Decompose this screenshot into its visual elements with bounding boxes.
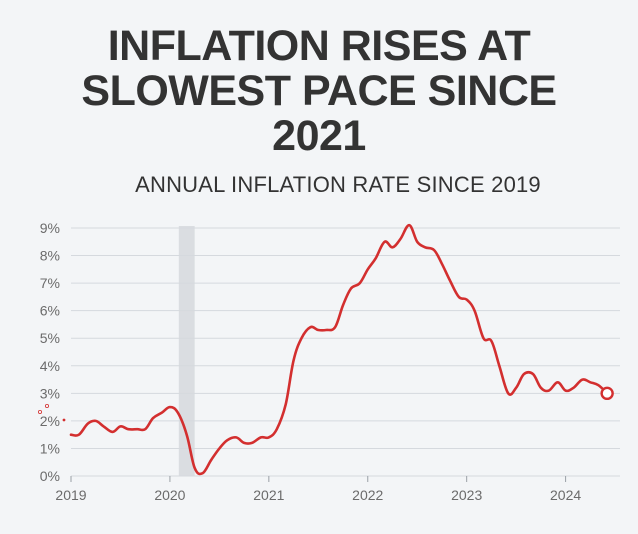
y-tick-label: 7% bbox=[40, 275, 60, 291]
y-tick-label: 8% bbox=[40, 248, 60, 264]
y-tick-label: 9% bbox=[40, 220, 60, 236]
y-tick-label: 4% bbox=[40, 358, 60, 374]
edge-marker-dot bbox=[38, 409, 43, 414]
y-tick-label: 2% bbox=[40, 413, 60, 429]
decoration-layer bbox=[38, 403, 66, 422]
recession-band bbox=[178, 226, 195, 476]
chart-subtitle: ANNUAL INFLATION RATE SINCE 2019 bbox=[135, 172, 541, 197]
series-line bbox=[69, 223, 609, 476]
y-axis-tick-labels: 0% 1% 2% 3% 4% 5% 6% 7% 8% 9% bbox=[40, 220, 60, 484]
x-tick-label: 2022 bbox=[352, 487, 383, 503]
x-tick-label: 2024 bbox=[550, 487, 581, 503]
x-tick-label: 2019 bbox=[55, 487, 86, 503]
y-tick-label: 5% bbox=[40, 330, 60, 346]
edge-marker-dot bbox=[62, 418, 66, 422]
recession-band-layer bbox=[178, 226, 195, 476]
last-value-marker bbox=[600, 386, 614, 401]
chart-title: INFLATION RISES AT SLOWEST PACE SINCE 20… bbox=[81, 22, 557, 160]
x-tick-label: 2023 bbox=[451, 487, 482, 503]
series-layer bbox=[69, 223, 614, 476]
y-tick-label: 6% bbox=[40, 303, 60, 319]
gridlines bbox=[71, 227, 620, 477]
y-tick-label: 3% bbox=[40, 385, 60, 401]
y-tick-label: 1% bbox=[40, 440, 60, 456]
x-tick-label: 2020 bbox=[154, 487, 185, 503]
y-tick-label: 0% bbox=[40, 468, 60, 484]
x-tick-label: 2021 bbox=[253, 487, 284, 503]
edge-marker-dot bbox=[45, 403, 50, 408]
x-axis-tick-labels: 2019 2020 2021 2022 2023 2024 bbox=[55, 476, 581, 503]
